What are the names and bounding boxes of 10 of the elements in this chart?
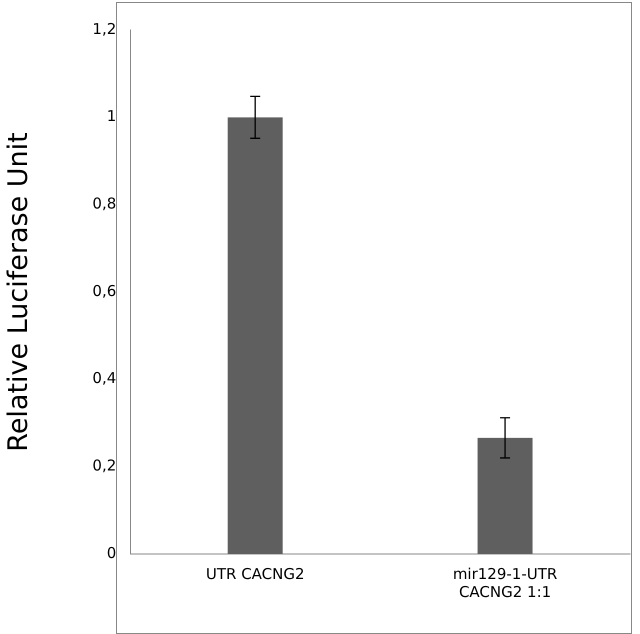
y-tick-label: 0 xyxy=(106,544,116,562)
y-axis-title: Relative Luciferase Unit xyxy=(3,132,34,452)
y-tick-label: 0,2 xyxy=(92,456,116,475)
y-tick-label: 0,8 xyxy=(92,194,116,213)
y-tick-label: 0,4 xyxy=(92,369,116,388)
y-tick-label: 1 xyxy=(106,107,116,126)
x-tick-label: mir129-1-UTR CACNG2 1:1 xyxy=(452,564,558,601)
y-tick-label: 1,2 xyxy=(92,20,116,38)
y-tick-label: 0,6 xyxy=(92,282,116,300)
x-tick-label: UTR CACNG2 xyxy=(206,564,305,583)
